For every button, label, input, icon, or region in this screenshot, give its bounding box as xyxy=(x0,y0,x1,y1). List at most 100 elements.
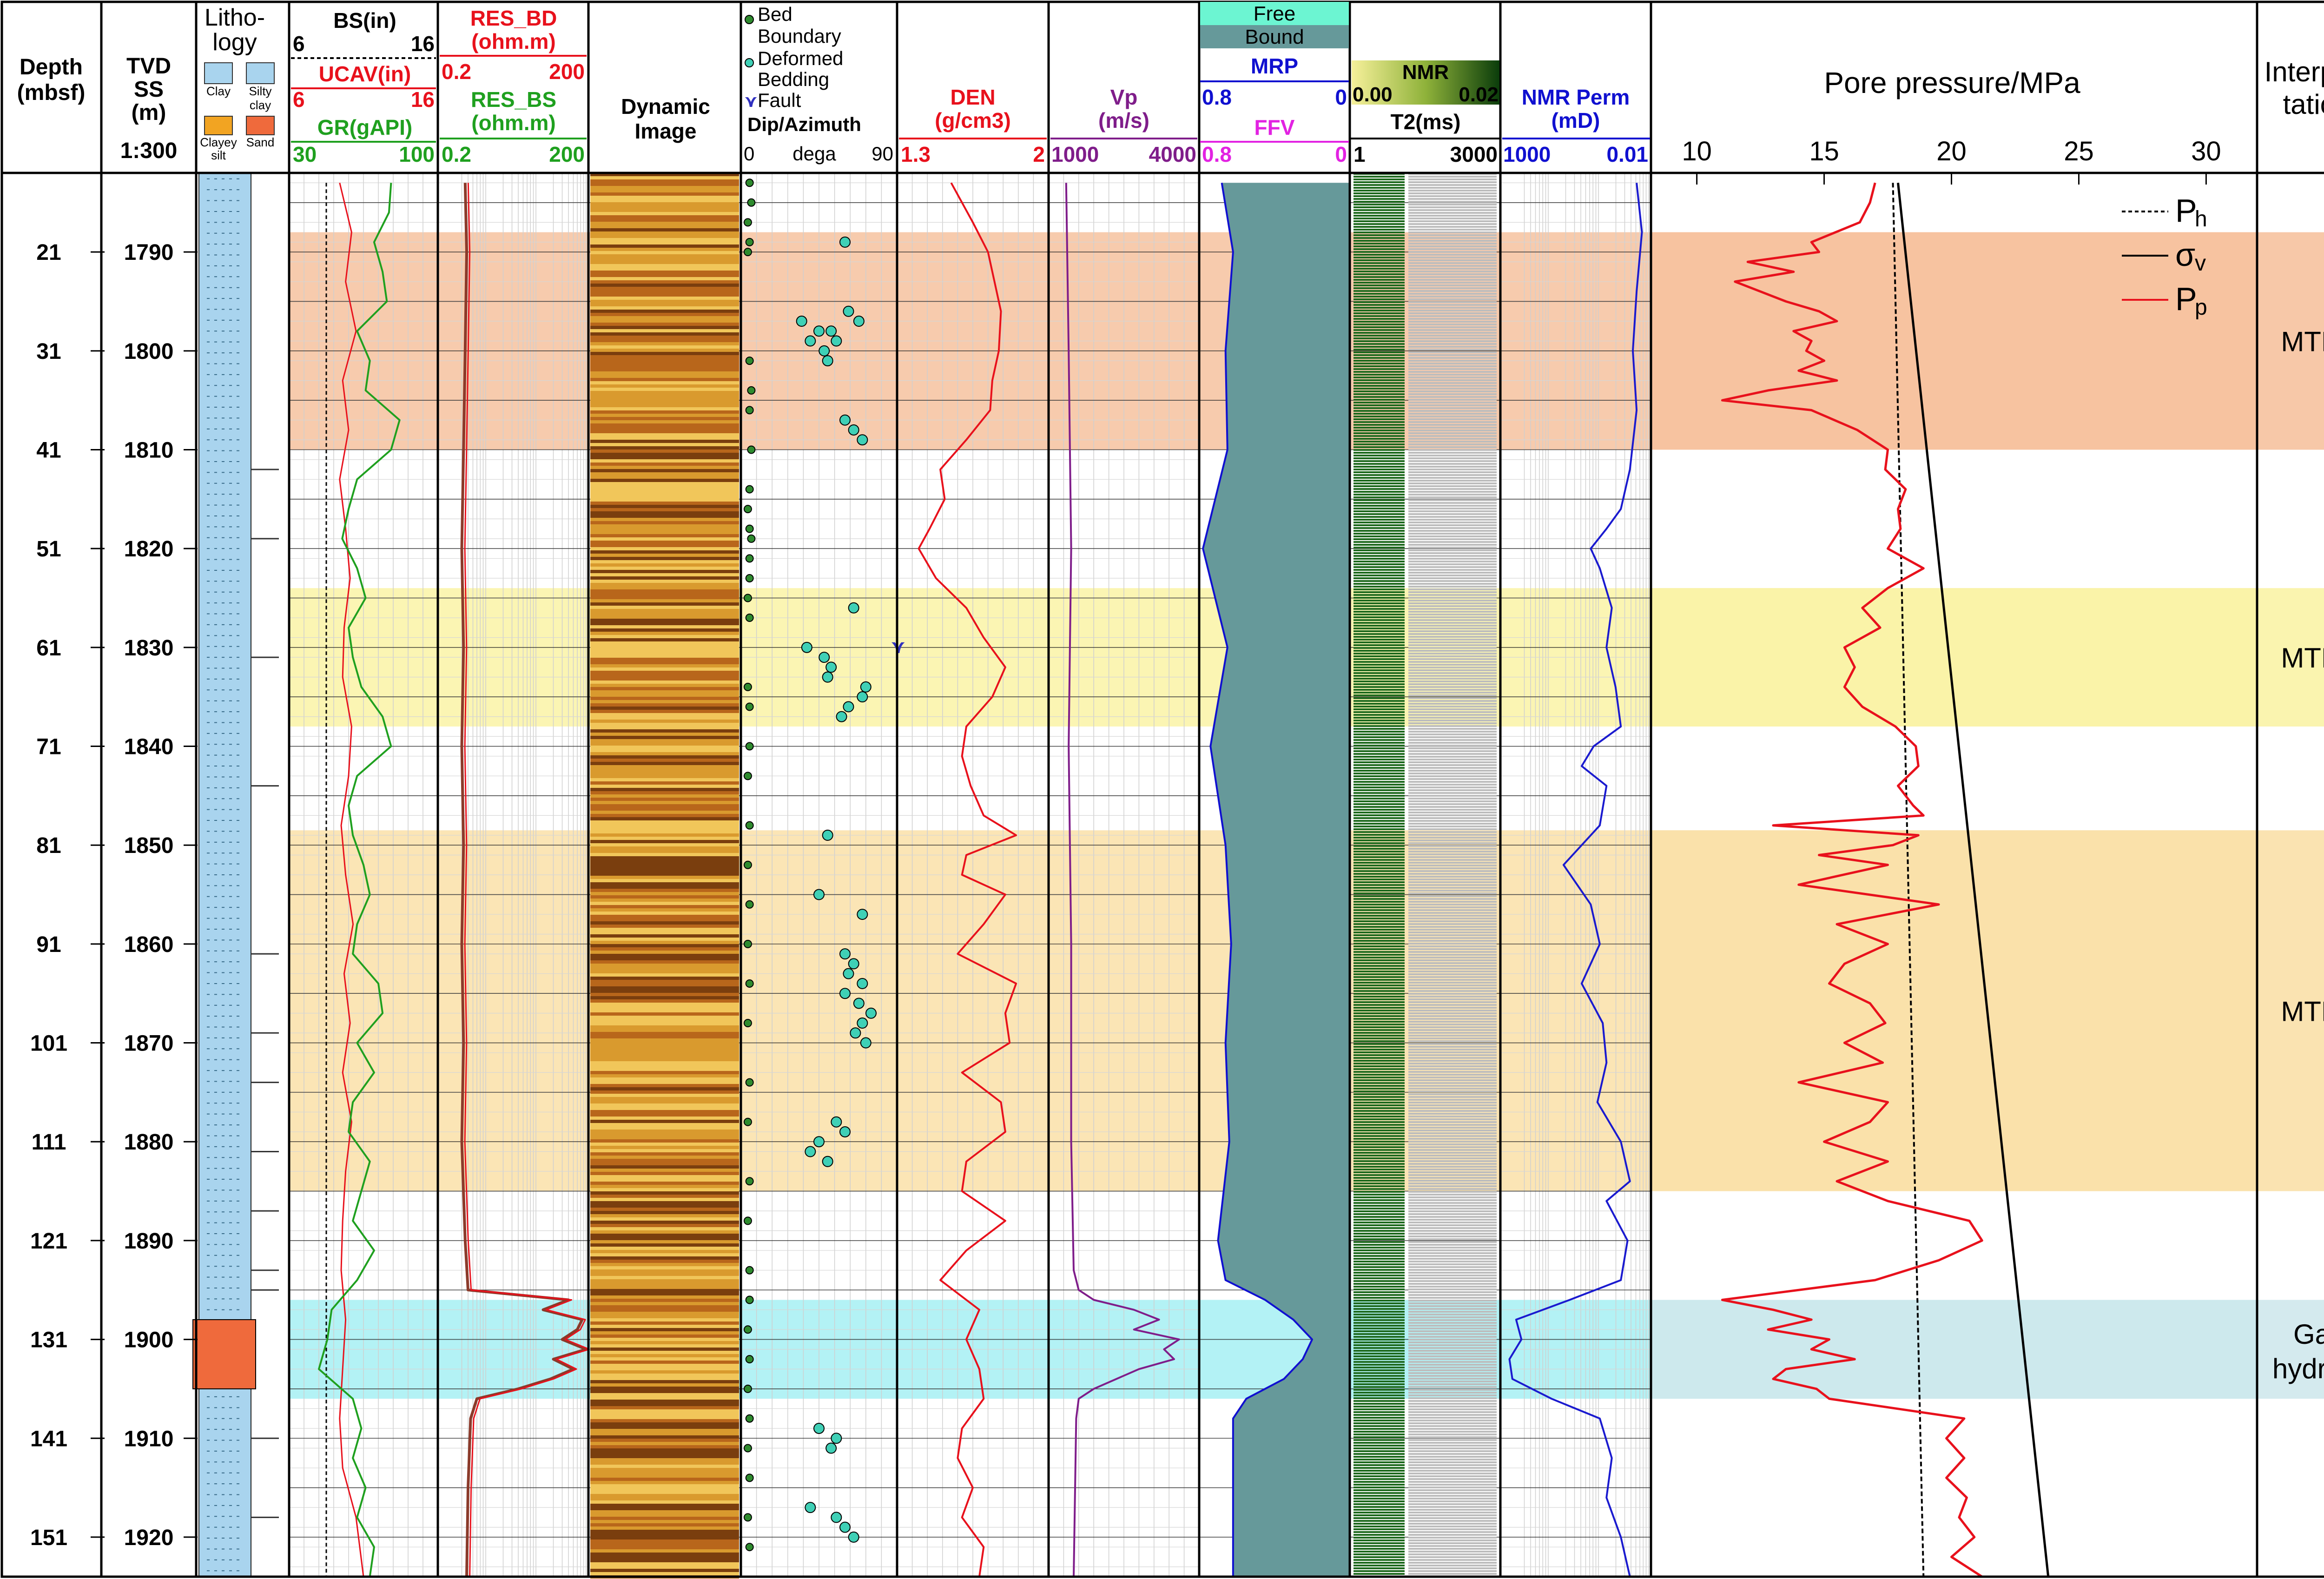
nmr-t2-strip xyxy=(1353,1520,1405,1522)
nmr-t2-strip xyxy=(1353,385,1405,387)
nmr-t2-strip xyxy=(1353,577,1405,579)
nmr-t2-bg xyxy=(1408,1275,1497,1276)
nmr-t2-strip xyxy=(1353,1210,1405,1212)
lith-legend-clay: Clay xyxy=(206,84,231,98)
nmr-t2-bg xyxy=(1408,307,1497,309)
dip-bed-2 xyxy=(743,218,752,227)
nmr-t2-strip xyxy=(1353,1517,1405,1519)
vp-name-1: Vp xyxy=(1110,85,1138,109)
nmr-t2-bg xyxy=(1408,1266,1497,1268)
nmr-t2-strip xyxy=(1353,1534,1405,1536)
nmr-t2-bg xyxy=(1408,1434,1497,1435)
nmr-t2-bg xyxy=(1408,357,1497,359)
dynamic-image-strip xyxy=(590,1416,739,1419)
dynamic-image-strip xyxy=(590,287,739,290)
nmr-t2-bg xyxy=(1408,862,1497,864)
nmr-t2-strip xyxy=(1353,686,1405,688)
dip-legend-fault: Fault xyxy=(758,89,801,111)
nmr-t2-bg xyxy=(1408,552,1497,554)
nmr-t2-strip xyxy=(1353,1155,1405,1156)
dynamic-image-strip xyxy=(590,596,739,599)
nmr-t2-strip xyxy=(1353,909,1405,911)
nmr-t2-bg xyxy=(1408,583,1497,585)
nmr-t2-bg xyxy=(1408,979,1497,981)
dynamic-image-strip xyxy=(590,300,739,303)
dynamic-image-strip xyxy=(590,1510,739,1513)
nmr-t2-strip xyxy=(1353,424,1405,426)
dynamic-image-strip xyxy=(590,436,739,440)
dip-legend-bed-2: Boundary xyxy=(758,25,841,47)
perm-curve xyxy=(1508,183,1643,1577)
nmr-t2-strip xyxy=(1353,488,1405,490)
nmr-t2-strip xyxy=(1353,798,1405,799)
nmr-t2-bg xyxy=(1408,502,1497,504)
nmr-t2-bg xyxy=(1408,628,1497,629)
dynamic-image-strip xyxy=(590,944,739,947)
nmr-t2-strip xyxy=(1353,494,1405,496)
mrp-min: 0.8 xyxy=(1202,85,1232,109)
dynamic-image-strip xyxy=(590,1455,739,1458)
nmr-t2-strip xyxy=(1353,1088,1405,1090)
dip-bed-39 xyxy=(743,1513,752,1522)
nmr-t2-strip xyxy=(1353,541,1405,543)
nmr-t2-strip xyxy=(1353,1386,1405,1388)
nmr-t2-strip xyxy=(1353,789,1405,791)
lith-legend-silty-2: clay xyxy=(250,98,271,112)
depth-header-line2: (mbsf) xyxy=(17,80,86,105)
dynamic-image-strip xyxy=(590,1029,739,1032)
dynamic-image-strip xyxy=(590,1227,739,1230)
nmr-t2-strip xyxy=(1353,1021,1405,1023)
nmr-t2-bg xyxy=(1408,1065,1497,1067)
resbs-min: 0.2 xyxy=(442,142,471,166)
nmr-t2-bg xyxy=(1408,895,1497,897)
dynamic-image-strip xyxy=(590,879,739,882)
dynamic-image-strip xyxy=(590,1559,739,1562)
nmr-t2-bg xyxy=(1408,675,1497,677)
nmr-t2-strip xyxy=(1353,1509,1405,1511)
nmr-t2-bg xyxy=(1408,1113,1497,1115)
nmr-t2-bg xyxy=(1408,951,1497,953)
nmr-t2-strip xyxy=(1353,990,1405,992)
dip-max: 90 xyxy=(872,143,893,165)
nmr-t2-bg xyxy=(1408,731,1497,733)
nmr-t2-strip xyxy=(1353,324,1405,325)
nmr-t2-bg xyxy=(1408,215,1497,217)
nmr-t2-bg xyxy=(1408,245,1497,247)
nmr-t2-strip xyxy=(1353,190,1405,192)
nmr-t2-strip xyxy=(1353,1311,1405,1313)
nmr-t2-bg xyxy=(1408,220,1497,222)
nmr-t2-strip xyxy=(1353,1436,1405,1438)
nmr-t2-bg xyxy=(1408,1350,1497,1352)
dynamic-image-strip xyxy=(590,505,739,508)
dip-bed-6 xyxy=(747,386,756,395)
nmr-t2-bg xyxy=(1408,1219,1497,1221)
nmr-t2-bg xyxy=(1408,803,1497,805)
nmr-t2-bg xyxy=(1408,1316,1497,1318)
dynamic-image-strip xyxy=(590,710,739,713)
dynamic-image-strip xyxy=(590,1110,739,1113)
dynamic-image-strip xyxy=(590,1357,739,1361)
nmr-t2-bg xyxy=(1408,686,1497,688)
ucav-name: UCAV(in) xyxy=(319,62,411,86)
nmr-t2-bg xyxy=(1408,218,1497,219)
resbs-name-2: (ohm.m) xyxy=(471,111,555,135)
nmr-t2-strip xyxy=(1353,616,1405,618)
dip-bed-5 xyxy=(745,357,754,365)
nmr-t2-strip xyxy=(1353,1562,1405,1564)
dynamic-image-strip xyxy=(590,1123,739,1126)
dip-deformed-46 xyxy=(848,1531,859,1543)
nmr-t2-bg xyxy=(1408,1417,1497,1419)
dip-bed-32 xyxy=(745,1295,754,1304)
nmr-t2-bg xyxy=(1408,1392,1497,1394)
nmr-t2-strip xyxy=(1353,195,1405,197)
nmr-t2-strip xyxy=(1353,937,1405,939)
dip-bed-19 xyxy=(745,742,754,751)
nmr-t2-strip xyxy=(1353,1252,1405,1254)
nmr-t2-bg xyxy=(1408,873,1497,875)
dynamic-image-strip xyxy=(590,254,739,258)
dynamic-image-strip xyxy=(590,264,739,267)
nmr-t2-bg xyxy=(1408,332,1497,334)
nmr-t2-bg xyxy=(1408,1118,1497,1120)
nmr-t2-strip xyxy=(1353,837,1405,839)
nmr-t2-bg xyxy=(1408,329,1497,331)
